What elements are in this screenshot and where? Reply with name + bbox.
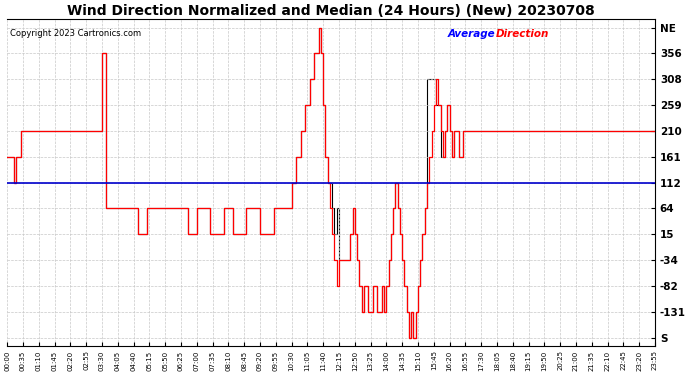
Title: Wind Direction Normalized and Median (24 Hours) (New) 20230708: Wind Direction Normalized and Median (24… (67, 4, 595, 18)
Text: Copyright 2023 Cartronics.com: Copyright 2023 Cartronics.com (10, 29, 141, 38)
Text: Average: Average (448, 29, 499, 39)
Text: Direction: Direction (496, 29, 550, 39)
